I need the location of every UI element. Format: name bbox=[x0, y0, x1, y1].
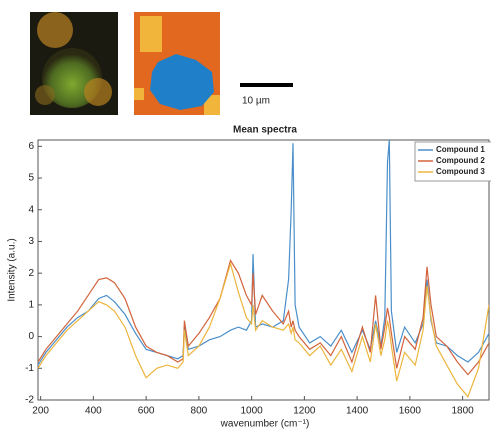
x-tick-label: 600 bbox=[138, 406, 155, 417]
x-tick-label: 800 bbox=[191, 406, 208, 417]
y-axis-label: Intensity (a.u.) bbox=[7, 238, 18, 301]
x-tick-label: 1400 bbox=[346, 406, 369, 417]
legend-label: Compound 1 bbox=[436, 145, 485, 154]
chart-title: Mean spectra bbox=[233, 125, 297, 136]
legend: Compound 1 Compound 2 Compound 3 bbox=[415, 142, 491, 181]
x-tick-label: 1800 bbox=[452, 406, 475, 417]
y-tick-label: 4 bbox=[28, 204, 34, 215]
x-tick-label: 200 bbox=[32, 406, 49, 417]
x-axis-label: wavenumber (cm⁻¹) bbox=[220, 419, 310, 430]
y-tick-label: 0 bbox=[28, 331, 34, 342]
x-tick-label: 1000 bbox=[241, 406, 264, 417]
y-tick-label: -2 bbox=[25, 395, 34, 406]
series-line bbox=[38, 261, 489, 375]
y-tick-label: 2 bbox=[28, 268, 34, 279]
y-tick-label: 6 bbox=[28, 141, 34, 152]
figure: 10 µm Mean spectra wavenumber (cm⁻¹) Int… bbox=[0, 0, 491, 430]
x-tick-label: 400 bbox=[85, 406, 102, 417]
x-tick-label: 1200 bbox=[293, 406, 316, 417]
micrograph bbox=[30, 12, 118, 115]
legend-label: Compound 3 bbox=[436, 167, 485, 176]
y-tick-label: 3 bbox=[28, 236, 34, 247]
x-tick-label: 1600 bbox=[399, 406, 422, 417]
legend-label: Compound 2 bbox=[436, 156, 485, 165]
y-tick-label: 1 bbox=[28, 300, 34, 311]
y-tick-label: -1 bbox=[25, 363, 34, 374]
y-tick-label: 5 bbox=[28, 173, 34, 184]
cluster-map bbox=[134, 12, 220, 115]
series-line bbox=[38, 264, 489, 397]
scale-bar-label: 10 µm bbox=[242, 96, 270, 107]
